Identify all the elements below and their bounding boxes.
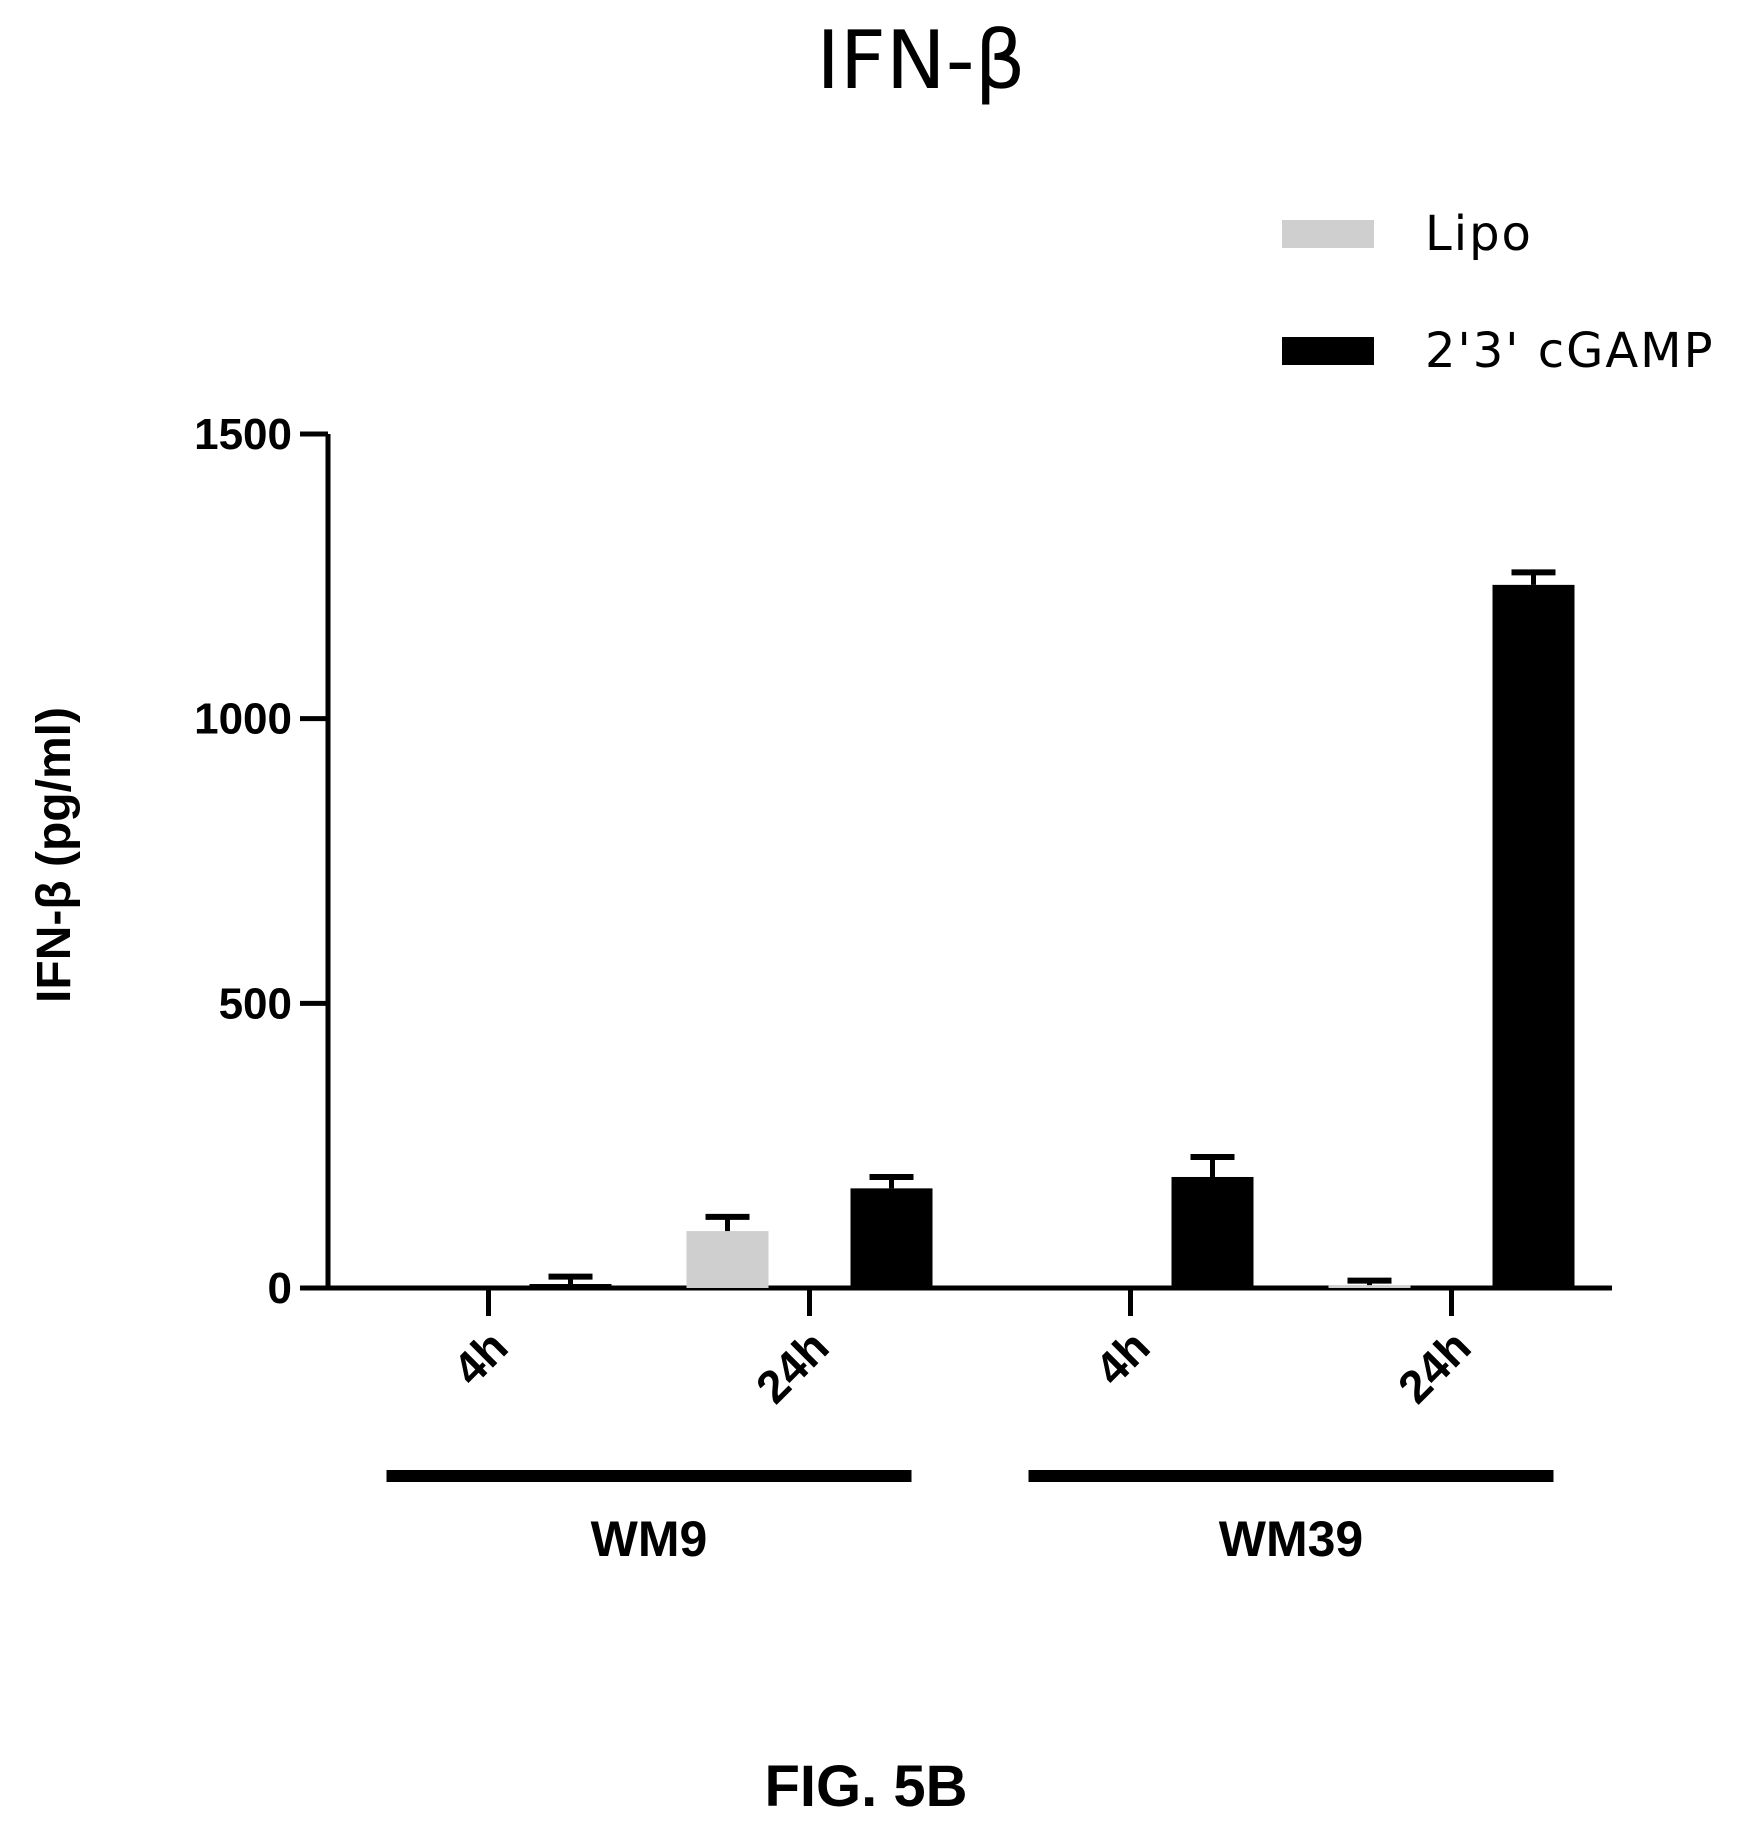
y-axis-label: IFN-β (pg/ml) <box>28 707 81 1003</box>
group-bar <box>1028 1470 1554 1482</box>
group-bar <box>386 1470 912 1482</box>
legend-swatch-cgamp <box>1282 337 1374 365</box>
legend-label-cgamp: 2'3' cGAMP <box>1425 323 1715 379</box>
figure-caption: FIG. 5B <box>764 1754 967 1819</box>
group-label: WM39 <box>1219 1511 1363 1567</box>
x-tick-label: 4h <box>1085 1320 1160 1395</box>
bar-cgamp <box>1171 1176 1254 1288</box>
group-brackets: WM9 WM39 <box>386 1470 1554 1567</box>
bar-cgamp <box>1492 584 1575 1288</box>
group-label: WM9 <box>591 1511 708 1567</box>
bars <box>529 569 1575 1288</box>
bar-cgamp <box>529 1284 612 1288</box>
y-tick-label: 1500 <box>194 410 292 459</box>
y-tick-label: 0 <box>268 1264 292 1313</box>
y-tick-label: 500 <box>219 979 292 1028</box>
legend: Lipo 2'3' cGAMP <box>1282 206 1715 379</box>
bar-cgamp <box>850 1188 933 1288</box>
legend-swatch-lipo <box>1282 220 1374 248</box>
bar-lipo <box>686 1231 769 1288</box>
x-tick-label: 24h <box>1388 1320 1481 1413</box>
x-axis: 4h 24h 4h 24h <box>328 1285 1612 1413</box>
x-tick-label: 24h <box>746 1320 839 1413</box>
bar-lipo <box>1328 1285 1411 1288</box>
x-tick-label: 4h <box>443 1320 518 1395</box>
y-axis: 0 500 1000 1500 <box>194 410 331 1313</box>
legend-label-lipo: Lipo <box>1425 206 1533 262</box>
y-tick-label: 1000 <box>194 695 292 744</box>
chart-title: IFN-β <box>816 14 1025 107</box>
